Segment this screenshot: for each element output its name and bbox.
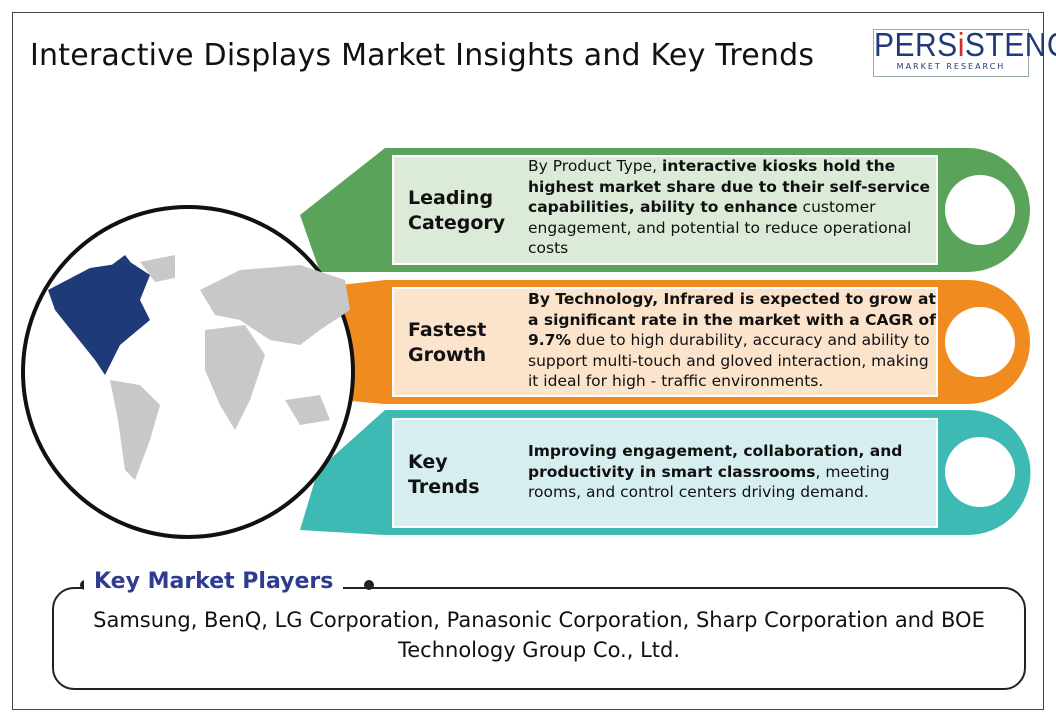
green-ring-hole xyxy=(945,175,1015,245)
fastest-growth-panel xyxy=(392,287,938,397)
key-trends-text: Improving engagement, collaboration, and… xyxy=(528,442,903,501)
key-trends-label: Key Trends xyxy=(408,451,480,498)
persistence-logo: PERSiSTENCE MARKET RESEARCH xyxy=(873,28,1056,77)
leading-category-text: By Product Type, interactive kiosks hold… xyxy=(528,157,931,257)
leading-category-panel xyxy=(392,155,938,265)
frame xyxy=(12,12,1044,710)
teal-connector xyxy=(300,410,385,535)
fastest-growth-text: By Technology, Infrared is expected to g… xyxy=(528,290,936,390)
world-map-icon xyxy=(48,255,350,480)
globe-circle xyxy=(21,205,355,539)
key-players-box xyxy=(52,587,1026,690)
orange-ring-hole xyxy=(945,307,1015,377)
key-players-title: Key Market Players xyxy=(84,569,344,594)
teal-ring-hole xyxy=(945,437,1015,507)
key-players-text: Samsung, BenQ, LG Corporation, Panasonic… xyxy=(93,608,985,662)
dot-right xyxy=(364,580,374,590)
green-connector xyxy=(300,148,385,272)
leading-category-label: Leading Category xyxy=(408,187,506,234)
page-title: Interactive Displays Market Insights and… xyxy=(30,38,815,73)
key-trends-panel xyxy=(392,418,938,528)
fastest-growth-label: Fastest Growth xyxy=(408,319,487,366)
